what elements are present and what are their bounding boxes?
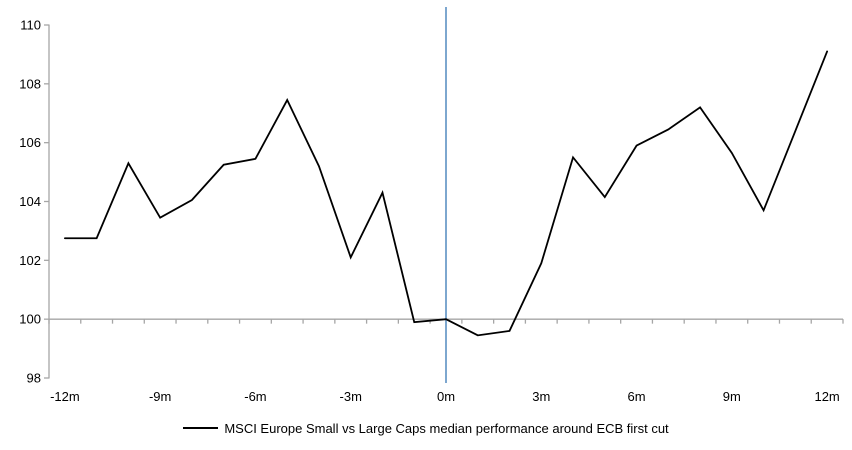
y-axis-tick-label: 98 xyxy=(27,371,41,386)
legend-label: MSCI Europe Small vs Large Caps median p… xyxy=(224,420,669,436)
x-axis-tick-label: -12m xyxy=(50,389,80,404)
x-axis-tick-label: -9m xyxy=(149,389,171,404)
series-line xyxy=(63,50,829,337)
y-axis-tick-label: 100 xyxy=(19,312,41,327)
y-axis-tick-label: 108 xyxy=(19,76,41,91)
y-axis-tick-label: 104 xyxy=(19,194,41,209)
x-axis-tick-label: 9m xyxy=(723,389,741,404)
y-axis-tick-label: 102 xyxy=(19,253,41,268)
legend-line-icon xyxy=(183,427,219,429)
x-axis-tick-label: 12m xyxy=(814,389,839,404)
y-axis-tick-label: 106 xyxy=(19,135,41,150)
x-axis-tick-label: 3m xyxy=(532,389,550,404)
y-axis-tick-label: 110 xyxy=(20,18,41,33)
x-axis-tick-label: -6m xyxy=(244,389,266,404)
x-axis-tick-label: 0m xyxy=(437,389,455,404)
x-axis-tick-label: 6m xyxy=(628,389,646,404)
x-axis-tick-label: -3m xyxy=(340,389,362,404)
chart-legend: MSCI Europe Small vs Large Caps median p… xyxy=(0,419,852,437)
